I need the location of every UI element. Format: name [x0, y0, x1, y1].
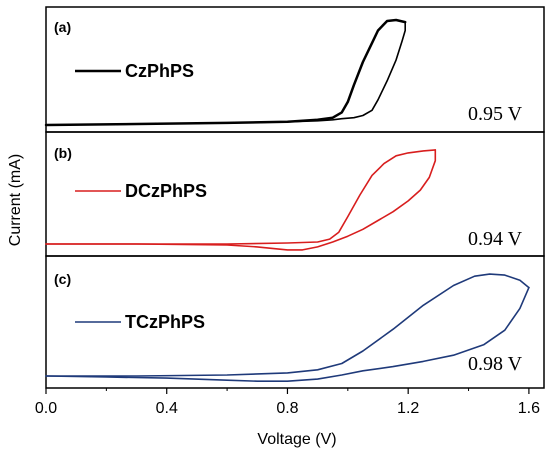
x-axis: 0.0 0.4 0.8 1.2 1.6 — [35, 388, 540, 417]
panel-a-onset-annotation: 0.95 V — [468, 103, 523, 125]
panel-c-onset-annotation: 0.98 V — [468, 353, 523, 375]
y-axis-label: Current (mA) — [7, 154, 24, 246]
panel-a-label: (a) — [54, 19, 71, 35]
panel-c: (c) TCzPhPS 0.98 V — [45, 255, 545, 389]
x-tick-label: 0.0 — [35, 400, 57, 417]
panel-a-legend-text: CzPhPS — [125, 61, 194, 81]
panel-b-forward-curve — [45, 149, 437, 245]
x-axis-label: Voltage (V) — [257, 431, 336, 448]
panel-a-forward-curve — [44, 18, 407, 127]
panel-b: (b) DCzPhPS 0.94 V — [45, 131, 545, 257]
x-tick-label: 0.8 — [276, 400, 298, 417]
x-tick-label: 1.2 — [397, 400, 419, 417]
panel-c-forward-curve — [45, 273, 530, 377]
panel-b-reverse-curve — [45, 149, 437, 251]
panel-c-label: (c) — [54, 271, 71, 287]
panel-c-frame — [45, 255, 545, 389]
x-tick-label: 1.6 — [518, 400, 540, 417]
panel-a-reverse-curve — [45, 21, 406, 126]
x-tick-label: 0.4 — [156, 400, 178, 417]
panel-a: (a) CzPhPS 0.95 V — [44, 6, 545, 133]
panel-b-onset-annotation: 0.94 V — [468, 228, 523, 250]
panel-c-legend-text: TCzPhPS — [125, 312, 205, 332]
panel-b-legend-text: DCzPhPS — [125, 181, 207, 201]
panel-c-reverse-curve — [45, 286, 530, 382]
panel-b-label: (b) — [54, 145, 72, 161]
